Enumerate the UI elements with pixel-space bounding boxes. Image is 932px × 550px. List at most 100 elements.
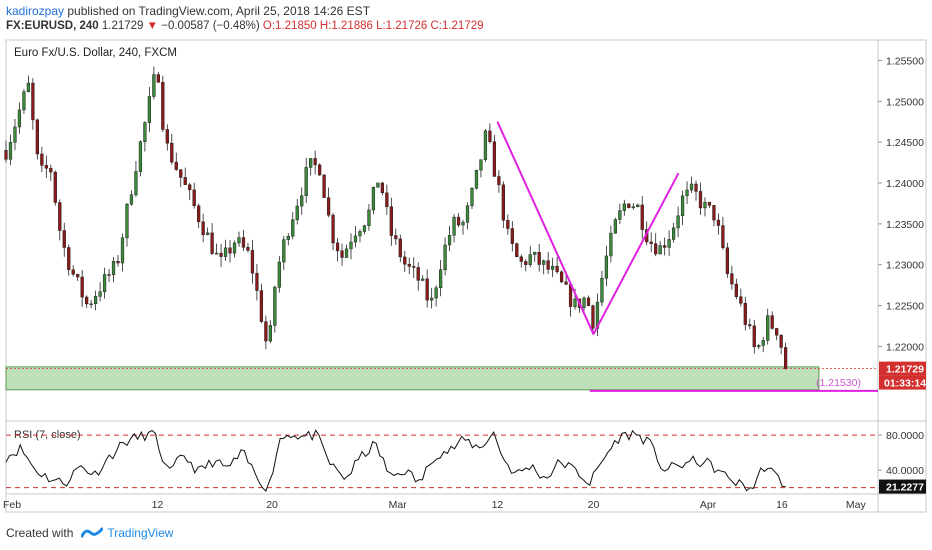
candle-body: [371, 187, 376, 211]
author-link[interactable]: kadirozpay: [6, 4, 65, 18]
time-tick-label: Apr: [700, 499, 717, 511]
candle-body: [35, 119, 39, 155]
candle-body: [53, 171, 57, 203]
candle-body: [452, 216, 456, 236]
chart-canvas[interactable]: Euro Fx/U.S. Dollar, 240, FXCM 1.25500 1.2…: [0, 0, 932, 520]
time-tick-label: 16: [776, 499, 788, 511]
candle-body: [600, 277, 604, 303]
candle-body: [165, 129, 169, 144]
price-change: −0.00587 (−0.48%): [161, 20, 260, 32]
candle-body: [533, 251, 537, 255]
candle-body: [304, 167, 308, 196]
candle-body: [183, 177, 187, 185]
candle-body: [456, 216, 461, 226]
candle-body: [761, 340, 765, 346]
time-tick-label: 20: [266, 499, 278, 511]
last-price: 1.21729: [101, 20, 144, 32]
tradingview-logo-icon: [81, 527, 104, 538]
candle-body: [40, 153, 44, 166]
candle-body: [725, 247, 730, 274]
down-arrow-icon: ▼: [146, 20, 159, 32]
candle-body: [219, 252, 223, 257]
candle-body: [640, 204, 644, 230]
candle-body: [273, 287, 277, 326]
pattern-line: [496, 121, 595, 335]
candle-body: [210, 232, 214, 254]
candle-body: [515, 243, 519, 258]
candle-body: [488, 130, 492, 142]
candle-body: [434, 287, 438, 299]
candle-body: [349, 241, 353, 250]
tradingview-link[interactable]: TradingView: [107, 526, 174, 540]
candle-body: [223, 247, 228, 257]
candle-body: [501, 184, 505, 221]
candle-body: [559, 271, 564, 283]
candle-body: [161, 81, 165, 130]
candle-body: [13, 126, 17, 143]
candle-body: [685, 189, 689, 197]
time-tick-label: May: [846, 499, 867, 511]
candle-body: [618, 210, 622, 220]
candle-body: [546, 260, 550, 270]
candle-body: [389, 206, 393, 236]
candle-body: [232, 242, 237, 254]
price-tick-label: 1.25000: [886, 96, 924, 108]
candle-body: [671, 227, 676, 240]
candle-body: [775, 328, 779, 336]
candle-body: [376, 182, 380, 188]
rsi-value-badge: [879, 479, 926, 494]
candle-body: [300, 195, 304, 207]
candle-body: [425, 278, 429, 301]
pattern-line: [592, 172, 680, 335]
candle-body: [680, 195, 685, 217]
candle-body: [528, 254, 532, 265]
candle-body: [667, 239, 671, 248]
candle-body: [492, 141, 497, 177]
candle-body: [125, 203, 129, 239]
candle-body: [205, 232, 210, 236]
candle-body: [734, 283, 738, 297]
candle-body: [291, 219, 295, 237]
time-tick-label: 20: [588, 499, 600, 511]
candle-body: [707, 202, 712, 206]
symbol-line: FX:EURUSD, 240 1.21729 ▼ −0.00587 (−0.48…: [6, 20, 484, 32]
chart-title: Euro Fx/U.S. Dollar, 240, FXCM: [14, 47, 177, 59]
candle-body: [197, 205, 201, 223]
candle-body: [344, 248, 349, 258]
candle-body: [241, 237, 246, 248]
candle-body: [698, 191, 703, 209]
candle-body: [703, 202, 707, 209]
time-tick-label: Feb: [3, 499, 21, 511]
price-tick-label: 1.23000: [886, 260, 924, 272]
candle-body: [663, 245, 667, 248]
time-tick-label: 12: [492, 499, 504, 511]
candle-body: [721, 225, 725, 248]
candle-body: [555, 265, 559, 273]
candle-body: [237, 237, 241, 244]
candle-body: [295, 205, 299, 221]
candle-body: [71, 269, 75, 275]
candle-body: [627, 203, 631, 208]
candle-body: [309, 158, 313, 168]
candle-body: [353, 235, 358, 243]
candle-body: [712, 205, 716, 221]
candle-body: [551, 265, 555, 270]
candles: [4, 66, 788, 370]
candle-body: [604, 255, 609, 279]
candle-body: [358, 231, 362, 237]
candle-body: [510, 228, 514, 244]
candle-body: [102, 274, 107, 293]
candle-body: [174, 161, 178, 170]
candle-body: [479, 159, 483, 171]
candle-body: [49, 167, 53, 173]
candle-body: [748, 324, 752, 327]
price-tick-label: 1.24000: [886, 178, 924, 190]
candle-body: [318, 164, 322, 176]
candle-body: [757, 345, 761, 348]
candle-body: [783, 347, 788, 369]
candle-body: [421, 278, 425, 281]
candle-body: [76, 274, 80, 278]
candle-body: [416, 267, 420, 281]
candle-body: [179, 169, 183, 178]
candle-body: [282, 239, 286, 263]
